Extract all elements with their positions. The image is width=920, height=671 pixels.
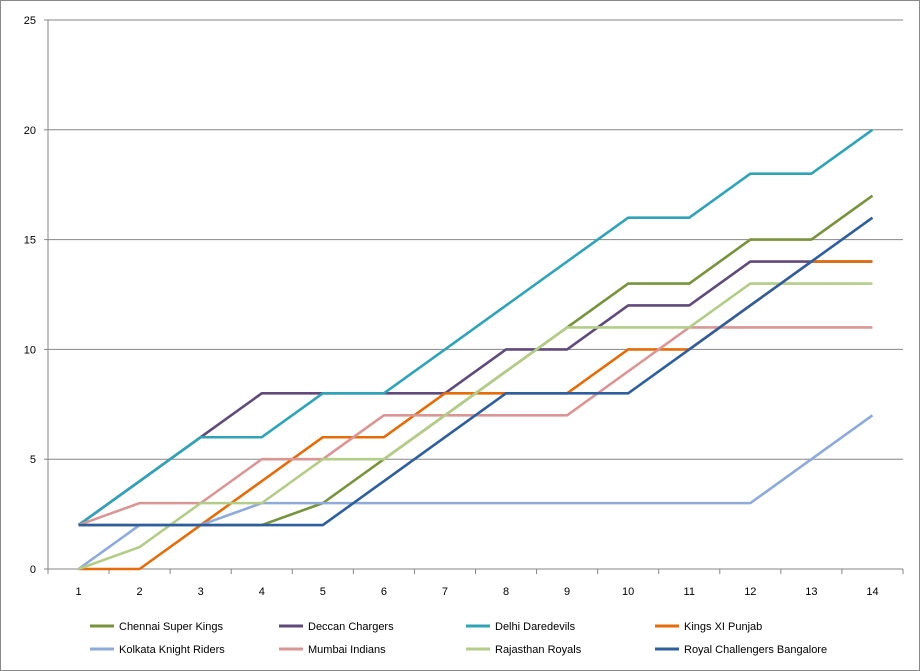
series-line-7 <box>78 216 874 527</box>
y-tick-labels: 0 5 10 15 20 25 <box>24 15 36 576</box>
axes <box>44 19 904 574</box>
x-tick-label: 10 <box>622 586 634 598</box>
y-tick-label: 25 <box>24 15 36 27</box>
legend-label: Rajasthan Royals <box>495 644 582 656</box>
legend-label: Delhi Daredevils <box>495 621 576 633</box>
x-tick-label: 12 <box>744 586 756 598</box>
x-tick-label: 13 <box>805 586 817 598</box>
series-line-6 <box>78 282 873 571</box>
gridlines <box>48 19 903 460</box>
legend-label: Chennai Super Kings <box>119 621 223 633</box>
legend-label: Kings XI Punjab <box>684 621 762 633</box>
x-tick-labels: 1 2 3 4 5 6 7 8 9 10 11 12 13 14 <box>75 586 878 598</box>
y-tick-label: 5 <box>30 454 36 466</box>
legend-label: Deccan Chargers <box>308 621 394 633</box>
y-tick-label: 15 <box>24 235 36 247</box>
legend: Chennai Super Kings Deccan Chargers Delhi … <box>90 621 827 656</box>
x-tick-label: 3 <box>198 586 204 598</box>
series-line-4 <box>77 414 874 571</box>
x-tick-label: 7 <box>442 586 448 598</box>
legend-label: Kolkata Knight Riders <box>119 644 225 656</box>
x-tick-label: 4 <box>259 586 265 598</box>
y-tick-label: 0 <box>30 564 36 576</box>
x-tick-label: 14 <box>866 586 878 598</box>
x-tick-label: 9 <box>564 586 570 598</box>
x-tick-label: 2 <box>137 586 143 598</box>
x-tick-label: 1 <box>75 586 81 598</box>
x-tick-label: 11 <box>684 586 695 598</box>
legend-label: Mumbai Indians <box>308 644 386 656</box>
x-tick-label: 6 <box>381 586 387 598</box>
series-line-1 <box>77 260 873 527</box>
y-tick-label: 20 <box>24 125 36 137</box>
legend-label: Royal Challengers Bangalore <box>684 644 827 656</box>
series-lines <box>77 128 874 571</box>
series-line-2 <box>77 128 874 527</box>
x-tick-label: 5 <box>320 586 326 598</box>
y-tick-label: 10 <box>24 344 36 356</box>
x-tick-label: 8 <box>503 586 509 598</box>
